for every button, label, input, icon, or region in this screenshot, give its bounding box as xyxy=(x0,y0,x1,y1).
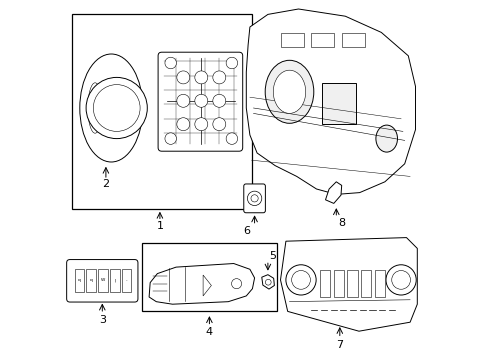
Circle shape xyxy=(177,94,189,107)
Circle shape xyxy=(177,71,189,84)
Bar xyxy=(280,33,303,47)
Bar xyxy=(321,83,355,124)
Text: 8: 8 xyxy=(337,218,345,228)
Text: |: | xyxy=(114,278,116,282)
Bar xyxy=(75,269,84,292)
Circle shape xyxy=(250,195,258,202)
Bar xyxy=(110,269,120,292)
Text: W: W xyxy=(101,278,105,282)
Bar xyxy=(122,269,131,292)
Polygon shape xyxy=(280,238,416,331)
Bar xyxy=(361,270,370,297)
Ellipse shape xyxy=(375,125,397,152)
Circle shape xyxy=(212,94,225,107)
Bar xyxy=(98,269,107,292)
Circle shape xyxy=(164,57,176,69)
Polygon shape xyxy=(149,264,254,304)
Polygon shape xyxy=(261,275,274,289)
Bar xyxy=(347,270,357,297)
Text: 5: 5 xyxy=(268,251,276,261)
Bar xyxy=(86,269,96,292)
Text: 7: 7 xyxy=(336,339,343,350)
FancyBboxPatch shape xyxy=(244,184,265,213)
Ellipse shape xyxy=(273,70,305,113)
Text: q: q xyxy=(89,278,92,282)
Circle shape xyxy=(194,94,207,107)
Text: 1: 1 xyxy=(156,221,163,231)
FancyBboxPatch shape xyxy=(158,52,242,151)
Ellipse shape xyxy=(264,60,313,123)
Bar xyxy=(374,270,384,297)
Ellipse shape xyxy=(88,83,102,133)
Bar xyxy=(333,270,343,297)
Polygon shape xyxy=(325,182,341,203)
Text: 6: 6 xyxy=(243,226,250,237)
Circle shape xyxy=(86,77,147,139)
Circle shape xyxy=(194,71,207,84)
Circle shape xyxy=(285,265,316,295)
Circle shape xyxy=(385,265,415,295)
Circle shape xyxy=(164,133,176,144)
Bar xyxy=(142,243,276,311)
Circle shape xyxy=(225,133,237,144)
Circle shape xyxy=(291,271,310,289)
Text: 2: 2 xyxy=(102,179,109,189)
Circle shape xyxy=(212,118,225,131)
Text: 4: 4 xyxy=(205,327,213,337)
Circle shape xyxy=(194,118,207,131)
Bar xyxy=(310,33,334,47)
Circle shape xyxy=(391,271,409,289)
Text: 3: 3 xyxy=(99,315,105,325)
Ellipse shape xyxy=(80,54,142,162)
Circle shape xyxy=(212,71,225,84)
Bar xyxy=(72,14,251,209)
Text: q: q xyxy=(78,278,81,282)
Text: -: - xyxy=(126,278,127,282)
Circle shape xyxy=(231,279,241,289)
Bar xyxy=(341,33,365,47)
Bar xyxy=(320,270,329,297)
Circle shape xyxy=(93,85,140,131)
Circle shape xyxy=(247,191,261,206)
Circle shape xyxy=(177,118,189,131)
Circle shape xyxy=(265,279,270,285)
Polygon shape xyxy=(246,9,415,194)
FancyBboxPatch shape xyxy=(66,260,138,302)
Circle shape xyxy=(225,57,237,69)
